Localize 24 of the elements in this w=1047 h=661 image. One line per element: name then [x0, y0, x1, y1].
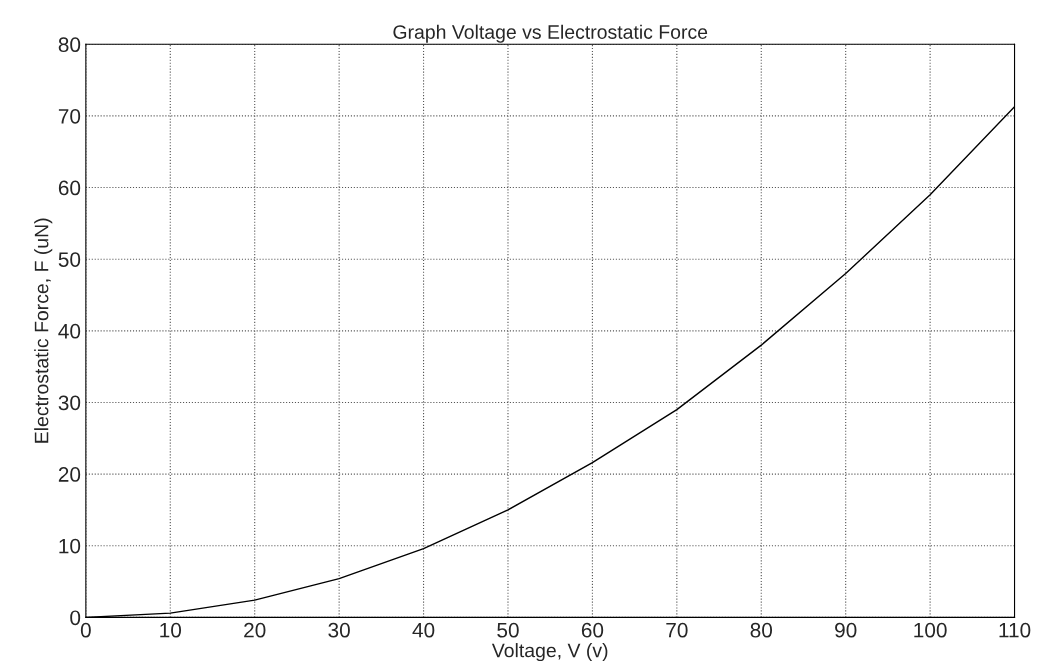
x-tick-label: 90 [835, 622, 857, 638]
x-tick-label: 100 [914, 622, 947, 638]
x-tick-label: 0 [80, 622, 91, 638]
y-tick-label: 50 [58, 252, 81, 267]
x-tick-label: 10 [160, 622, 182, 638]
x-tick-label: 20 [244, 622, 266, 638]
y-tick-label: 80 [58, 37, 81, 53]
y-tick-label: 60 [58, 180, 81, 196]
chart-title: Graph Voltage vs Electrostatic Force [393, 24, 708, 43]
y-tick-label: 70 [58, 108, 81, 124]
y-tick-label: 30 [58, 395, 81, 411]
y-tick-label: 0 [70, 610, 81, 626]
x-tick-label: 80 [750, 622, 773, 638]
x-tick-label: 110 [999, 622, 1031, 638]
y-tick-label: 20 [58, 467, 81, 482]
x-tick-label: 70 [666, 622, 688, 638]
y-tick-label: 10 [59, 538, 81, 554]
x-tick-label: 50 [497, 622, 519, 638]
y-axis-title: Electrostatic Force, F (uN) [34, 218, 53, 443]
x-tick-label: 30 [328, 622, 350, 638]
x-axis-title: Voltage, V (v) [491, 643, 608, 661]
x-tick-label: 60 [581, 622, 604, 638]
y-tick-label: 40 [58, 323, 81, 339]
x-tick-label: 40 [412, 622, 435, 638]
